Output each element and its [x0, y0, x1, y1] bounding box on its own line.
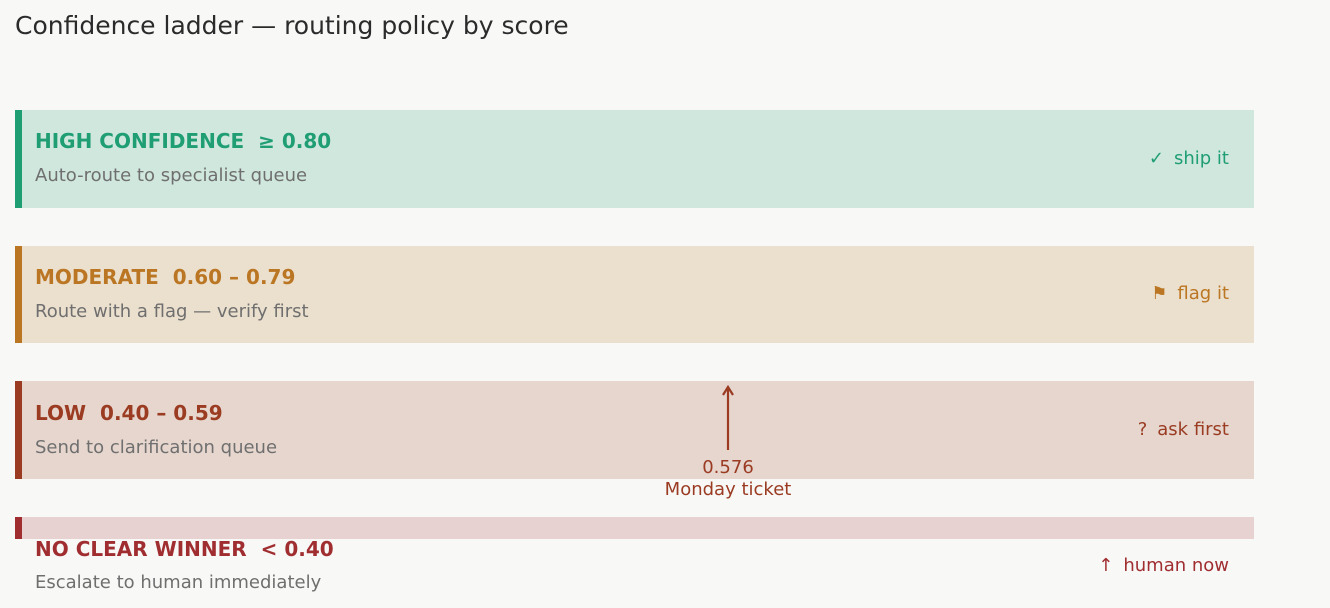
tier-name: HIGH CONFIDENCE — [35, 129, 245, 153]
tier-action-label: ask first — [1157, 419, 1229, 440]
tier-name: LOW — [35, 401, 87, 425]
tier-stripe-low — [15, 381, 22, 479]
tier-band-low: LOW 0.40 – 0.59 Send to clarification qu… — [15, 381, 1254, 479]
tier-action-label: ship it — [1174, 148, 1229, 169]
tier-heading-low: LOW 0.40 – 0.59 — [35, 401, 223, 425]
tier-action: ? ask first — [1138, 419, 1229, 440]
page-title: Confidence ladder — routing policy by sc… — [15, 11, 569, 40]
check-icon: ✓ — [1148, 148, 1164, 169]
tier-description: Escalate to human immediately — [35, 572, 322, 593]
tier-heading-high: HIGH CONFIDENCE ≥ 0.80 — [35, 129, 331, 153]
flag-icon: ⚑ — [1151, 283, 1168, 304]
tier-action-label: human now — [1123, 555, 1229, 576]
up-arrow-icon: ↑ — [1098, 555, 1114, 576]
tier-description: Send to clarification queue — [35, 437, 278, 458]
tier-action-label: flag it — [1177, 283, 1229, 304]
tier-stripe-high — [15, 110, 22, 208]
tier-action: ✓ ship it — [1149, 148, 1229, 169]
tier-description: Route with a flag — verify first — [35, 301, 309, 322]
tier-band-no-clear-winner: NO CLEAR WINNER < 0.40 Escalate to human… — [15, 517, 1254, 593]
tier-range: 0.60 – 0.79 — [172, 265, 296, 289]
marker-score: 0.576 — [702, 457, 754, 478]
tier-heading-none: NO CLEAR WINNER < 0.40 — [35, 537, 334, 561]
tier-description: Auto-route to specialist queue — [35, 165, 308, 186]
tier-range: < 0.40 — [260, 537, 334, 561]
tier-action: ↑ human now — [1098, 555, 1229, 576]
marker-label: Monday ticket — [664, 479, 792, 500]
tier-stripe-moderate — [15, 246, 22, 343]
question-icon: ? — [1137, 419, 1148, 440]
tier-action: ⚑ flag it — [1151, 283, 1229, 304]
tier-heading-moderate: MODERATE 0.60 – 0.79 — [35, 265, 295, 289]
tier-name: NO CLEAR WINNER — [35, 537, 247, 561]
marker-up-arrow-icon — [722, 384, 734, 450]
tier-name: MODERATE — [35, 265, 159, 289]
tier-range: 0.40 – 0.59 — [100, 401, 223, 425]
tier-band-high-confidence: HIGH CONFIDENCE ≥ 0.80 Auto-route to spe… — [15, 110, 1254, 208]
tier-band-moderate: MODERATE 0.60 – 0.79 Route with a flag —… — [15, 246, 1254, 343]
tier-stripe-none — [15, 517, 22, 539]
tier-range: ≥ 0.80 — [258, 129, 332, 153]
